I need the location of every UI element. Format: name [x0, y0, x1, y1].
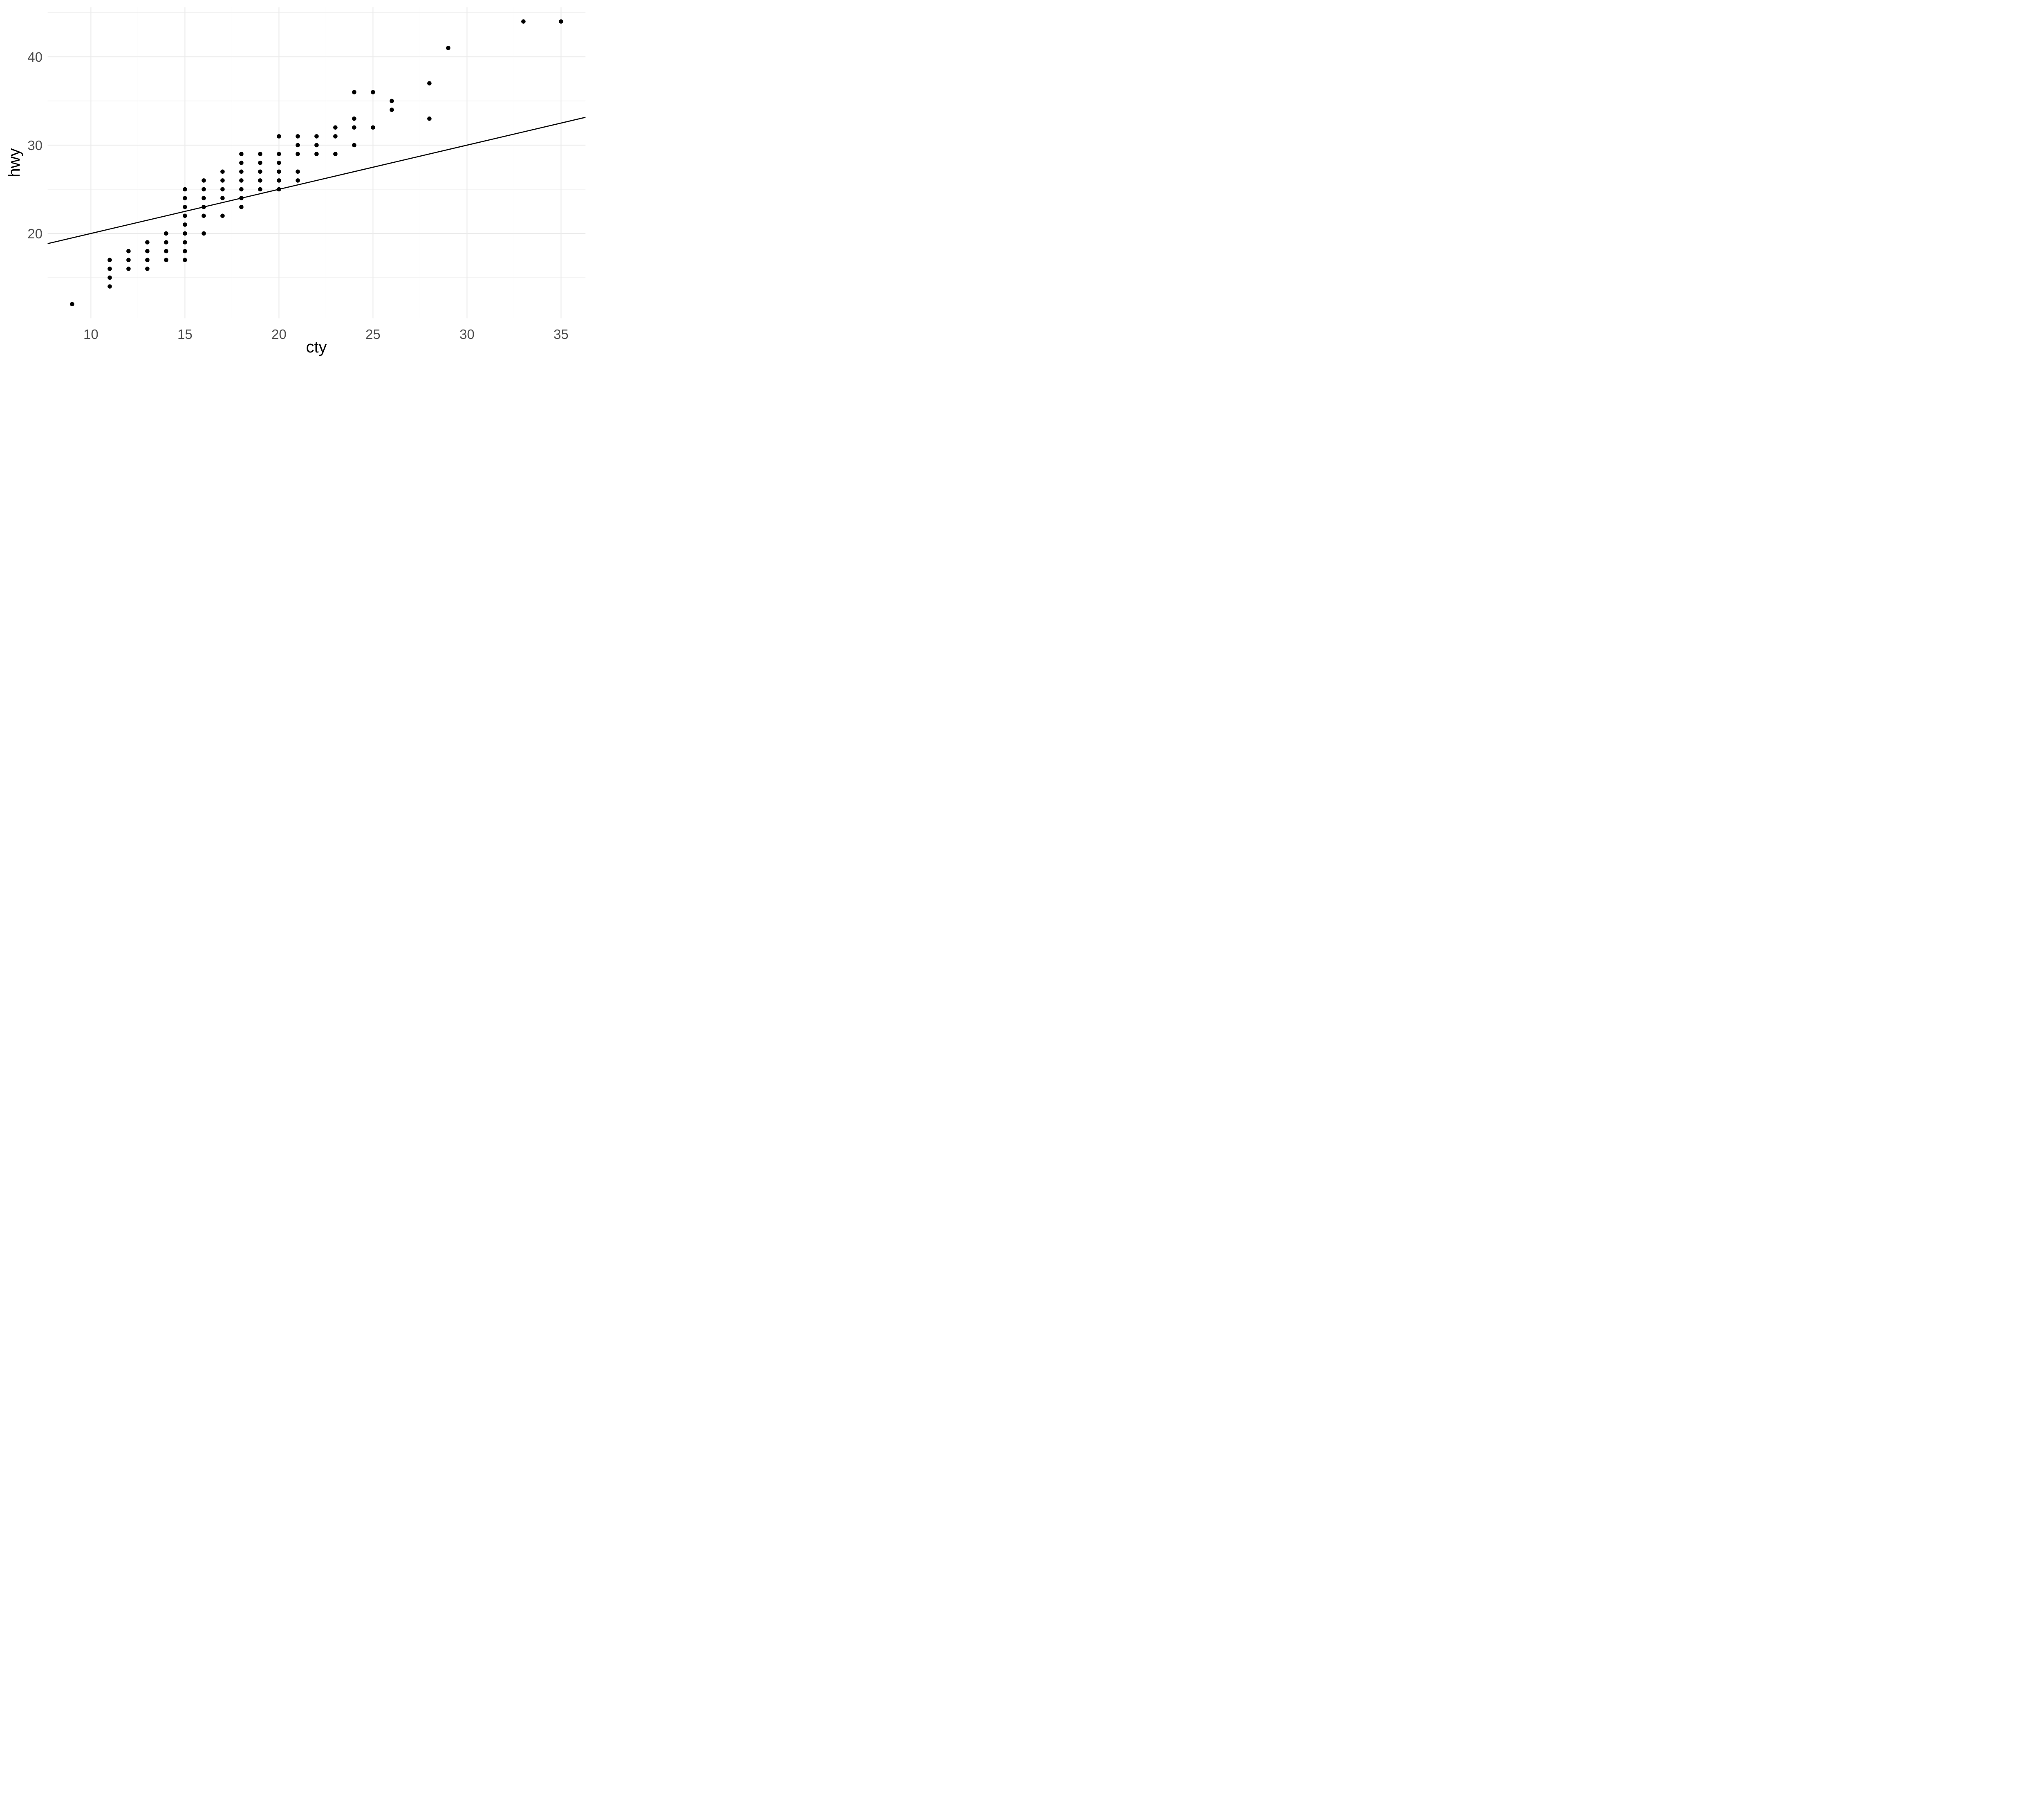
data-point	[145, 240, 150, 244]
data-point	[258, 152, 262, 156]
x-tick-label: 10	[83, 327, 99, 342]
data-point	[314, 134, 319, 139]
data-point	[239, 169, 244, 174]
data-point	[202, 196, 206, 200]
data-point	[108, 275, 112, 280]
grid-minor-layer	[47, 7, 586, 318]
y-tick-label: 40	[27, 49, 43, 65]
data-point	[108, 267, 112, 271]
data-point	[352, 116, 356, 121]
data-point	[296, 152, 300, 156]
y-tick-label: 20	[27, 226, 43, 241]
data-point	[296, 169, 300, 174]
data-point	[164, 249, 168, 253]
data-point	[145, 249, 150, 253]
data-point	[220, 178, 225, 183]
data-point	[145, 267, 150, 271]
data-point	[352, 143, 356, 148]
data-point	[296, 134, 300, 139]
data-point	[258, 169, 262, 174]
data-point	[126, 267, 131, 271]
data-point	[220, 187, 225, 192]
abline-reference-line	[47, 117, 586, 244]
plot-canvas: 10 15 20 25 30 35 20 30 40 cty hwy	[0, 0, 589, 364]
data-point	[239, 187, 244, 192]
data-point	[183, 249, 187, 253]
data-point	[202, 231, 206, 236]
data-point	[239, 152, 244, 156]
data-point	[220, 213, 225, 218]
data-point	[126, 258, 131, 262]
data-point	[352, 125, 356, 130]
x-axis-tick-labels: 10 15 20 25 30 35	[83, 327, 569, 342]
data-point	[277, 178, 281, 183]
x-tick-label: 30	[459, 327, 475, 342]
data-point	[314, 152, 319, 156]
data-point	[202, 213, 206, 218]
data-point	[183, 240, 187, 244]
data-point	[333, 134, 338, 139]
data-point	[108, 284, 112, 289]
scatter-chart: 10 15 20 25 30 35 20 30 40 cty hwy	[0, 0, 589, 364]
data-point	[371, 90, 375, 94]
data-point	[239, 204, 244, 209]
data-point	[296, 178, 300, 183]
data-point	[183, 222, 187, 227]
plot-background	[0, 0, 589, 364]
data-point	[202, 178, 206, 183]
data-point	[183, 258, 187, 262]
data-point	[371, 125, 375, 130]
data-point	[314, 143, 319, 148]
data-point	[183, 204, 187, 209]
x-tick-label: 25	[365, 327, 381, 342]
data-point	[559, 19, 563, 24]
data-point	[183, 231, 187, 236]
x-axis-title: cty	[306, 338, 327, 356]
data-point	[108, 258, 112, 262]
data-point	[258, 178, 262, 183]
x-tick-label: 35	[554, 327, 569, 342]
data-point	[164, 258, 168, 262]
data-point	[277, 152, 281, 156]
x-tick-label: 20	[271, 327, 287, 342]
y-axis-tick-labels: 20 30 40	[27, 49, 43, 241]
data-point	[202, 187, 206, 192]
data-point	[220, 169, 225, 174]
data-point	[164, 231, 168, 236]
data-point	[277, 169, 281, 174]
data-point	[277, 134, 281, 139]
x-tick-label: 15	[177, 327, 193, 342]
data-point	[390, 99, 394, 103]
data-point	[70, 302, 74, 307]
data-point	[521, 19, 526, 24]
data-point	[164, 240, 168, 244]
data-point	[183, 196, 187, 200]
data-point	[220, 196, 225, 200]
data-point	[258, 160, 262, 165]
y-tick-label: 30	[27, 138, 43, 153]
data-point	[333, 152, 338, 156]
data-point	[239, 178, 244, 183]
data-point	[239, 160, 244, 165]
trend-line-layer	[47, 117, 586, 244]
data-point	[183, 187, 187, 192]
points-layer	[70, 19, 563, 307]
data-point	[427, 81, 432, 86]
data-point	[126, 249, 131, 253]
data-point	[296, 143, 300, 148]
data-point	[390, 108, 394, 112]
data-point	[258, 187, 262, 192]
data-point	[446, 46, 450, 50]
data-point	[333, 125, 338, 130]
data-point	[277, 160, 281, 165]
data-point	[352, 90, 356, 94]
data-point	[183, 213, 187, 218]
data-point	[427, 116, 432, 121]
y-axis-title: hwy	[5, 148, 23, 177]
data-point	[145, 258, 150, 262]
